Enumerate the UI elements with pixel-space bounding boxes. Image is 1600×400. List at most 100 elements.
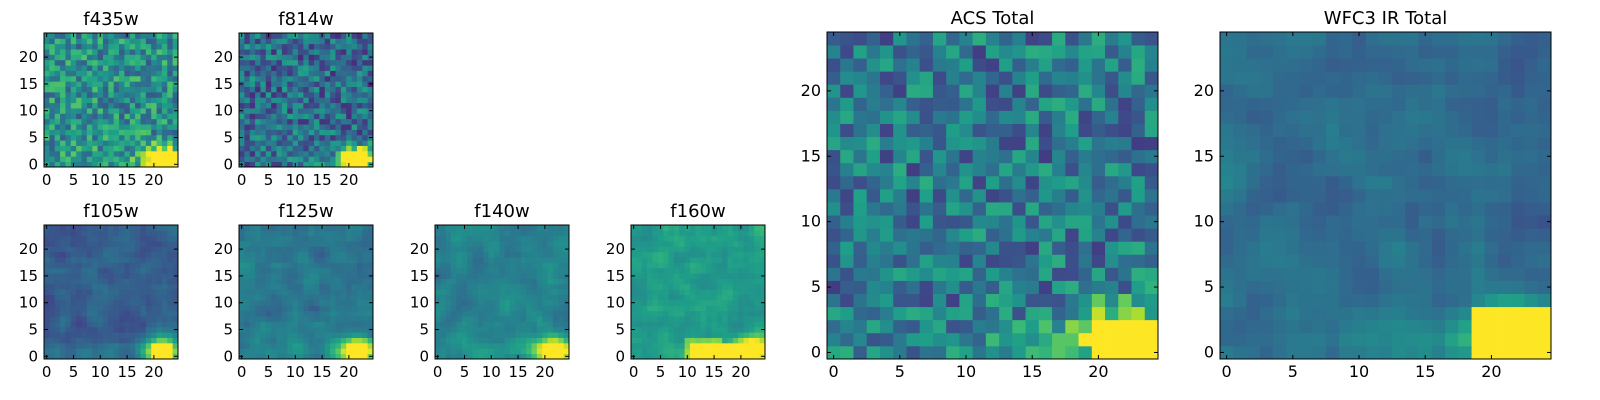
heatmap-cell: [135, 300, 141, 306]
heatmap-cell: [673, 310, 680, 317]
heatmap-cell: [472, 332, 479, 338]
heatmap-cell: [324, 161, 331, 168]
heatmap-cell: [367, 225, 374, 231]
heatmap-cell: [140, 235, 147, 242]
heatmap-cell: [510, 262, 516, 269]
heatmap-cell: [946, 293, 960, 308]
heatmap-cell: [65, 140, 72, 146]
heatmap-cell: [76, 113, 82, 120]
heatmap-cell: [515, 289, 522, 296]
heatmap-cell: [1259, 241, 1274, 255]
heatmap-cell: [445, 225, 452, 231]
heatmap-cell: [472, 289, 479, 296]
heatmap-cell: [999, 97, 1013, 111]
heatmap-cell: [324, 310, 331, 317]
heatmap-cell: [748, 332, 755, 338]
heatmap-cell: [54, 59, 61, 66]
heatmap-cell: [542, 273, 548, 279]
heatmap-cell: [866, 84, 881, 98]
heatmap-cell: [1078, 280, 1093, 294]
heatmap-cell: [44, 75, 50, 82]
heatmap-cell: [1484, 254, 1499, 268]
heatmap-cell: [467, 326, 473, 333]
heatmap-cell: [542, 257, 548, 263]
heatmap-cell: [893, 97, 907, 111]
heatmap-cell: [167, 145, 174, 152]
heatmap-cell: [60, 59, 66, 66]
heatmap-cell: [70, 150, 77, 157]
heatmap-cell: [54, 75, 61, 82]
heatmap-cell: [319, 124, 326, 130]
heatmap-cell: [102, 305, 109, 312]
heatmap-cell: [92, 97, 98, 104]
heatmap-cell: [65, 241, 72, 247]
heatmap-cell: [1325, 345, 1340, 360]
heatmap-cell: [1246, 241, 1261, 255]
heatmap-cell: [102, 124, 109, 130]
heatmap-cell: [510, 337, 516, 344]
heatmap-cell: [346, 257, 352, 263]
heatmap-cell: [249, 91, 256, 98]
heatmap-cell: [1325, 267, 1340, 281]
heatmap-cell: [271, 230, 277, 237]
heatmap-cell: [706, 300, 712, 306]
heatmap-cell: [552, 348, 559, 355]
heatmap-cell: [520, 294, 527, 301]
heatmap-cell: [461, 300, 468, 306]
heatmap-cell: [499, 273, 506, 279]
heatmap-cell: [70, 326, 77, 333]
heatmap-cell: [276, 273, 283, 279]
heatmap-cell: [351, 145, 358, 152]
heatmap-cell: [124, 102, 131, 109]
heatmap-cell: [932, 45, 947, 59]
heatmap-cell: [472, 305, 479, 312]
heatmap-cell: [1052, 175, 1066, 190]
heatmap-cell: [362, 140, 369, 146]
heatmap-cell: [435, 230, 441, 237]
heatmap-cell: [510, 241, 516, 247]
heatmap-cell: [1392, 345, 1406, 360]
heatmap-cell: [1105, 32, 1119, 46]
heatmap-cell: [547, 273, 554, 279]
heatmap-cell: [919, 228, 934, 242]
heatmap-cell: [287, 33, 293, 39]
heatmap-cell: [1012, 175, 1026, 190]
heatmap-cell: [738, 278, 744, 285]
heatmap-cell: [346, 273, 352, 279]
heatmap-cell: [1038, 32, 1053, 46]
heatmap-cell: [515, 257, 522, 263]
heatmap-cell: [135, 140, 141, 146]
heatmap-cell: [86, 326, 93, 333]
heatmap-cell: [919, 45, 934, 59]
heatmap-cell: [689, 332, 696, 338]
heatmap-cell: [86, 102, 93, 109]
heatmap-cell: [1471, 332, 1486, 347]
heatmap-cell: [297, 353, 304, 360]
heatmap-cell: [319, 43, 326, 50]
heatmap-cell: [81, 251, 88, 258]
heatmap-cell: [732, 283, 739, 290]
x-tick-label: 20: [731, 363, 750, 381]
heatmap-cell: [276, 75, 283, 82]
heatmap-cell: [244, 337, 251, 344]
heatmap-cell: [1131, 84, 1146, 98]
heatmap-cell: [340, 262, 347, 269]
heatmap-cell: [113, 129, 120, 136]
heatmap-cell: [558, 241, 565, 247]
heatmap-cell: [92, 278, 98, 285]
heatmap-cell: [1078, 84, 1093, 98]
heatmap-cell: [1299, 188, 1314, 203]
heatmap-cell: [542, 251, 548, 258]
heatmap-cell: [467, 305, 473, 312]
heatmap-cell: [748, 342, 755, 349]
heatmap-cell: [167, 59, 174, 66]
heatmap-cell: [1312, 188, 1327, 203]
heatmap-cell: [140, 81, 147, 87]
heatmap-cell: [76, 283, 82, 290]
heatmap-cell: [743, 348, 750, 355]
heatmap-cell: [647, 300, 653, 306]
heatmap-cell: [946, 267, 960, 281]
heatmap-cell: [92, 321, 98, 328]
heatmap-cell: [44, 59, 50, 66]
heatmap-cell: [356, 113, 363, 120]
